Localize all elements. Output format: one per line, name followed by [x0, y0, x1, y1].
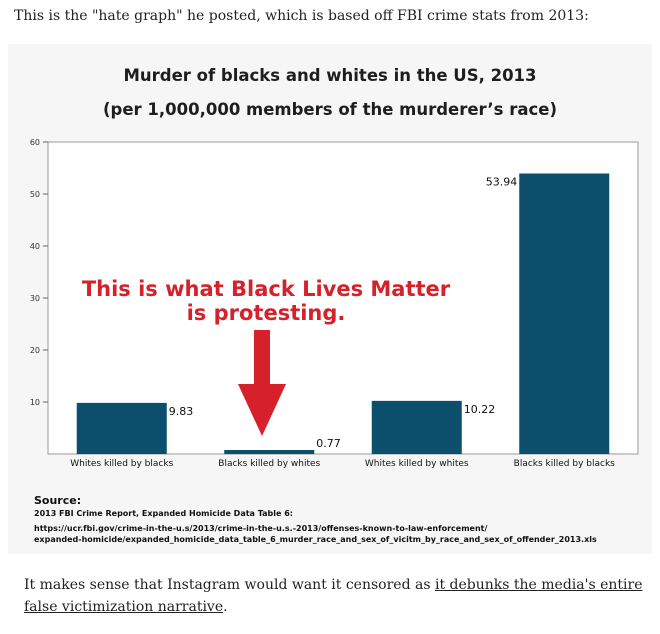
data-label: 0.77 — [316, 437, 341, 450]
annotation-text: This is what Black Lives Matter — [82, 277, 451, 301]
y-tick-label: 10 — [30, 398, 40, 407]
outro-text-end: . — [223, 599, 228, 615]
outro-text-start: It makes sense that Instagram would want… — [24, 577, 435, 593]
bar — [519, 173, 610, 454]
annotation-text: is protesting. — [187, 301, 346, 325]
y-tick-label: 30 — [30, 294, 40, 303]
arrow-head — [238, 384, 286, 436]
bar — [224, 449, 315, 454]
source-url-line2: expanded-homicide/expanded_homicide_data… — [34, 535, 597, 544]
data-label: 10.22 — [464, 403, 496, 416]
data-label: 9.83 — [169, 405, 194, 418]
chart-title: Murder of blacks and whites in the US, 2… — [123, 66, 537, 85]
source-citation: 2013 FBI Crime Report, Expanded Homicide… — [34, 509, 293, 518]
intro-text: This is the "hate graph" he posted, whic… — [14, 8, 589, 24]
category-label: Blacks killed by blacks — [514, 459, 616, 469]
source-label: Source: — [34, 494, 82, 507]
source-url-line1: https://ucr.fbi.gov/crime-in-the-u.s/201… — [34, 524, 488, 533]
bar — [76, 402, 167, 454]
chart-subtitle: (per 1,000,000 members of the murderer’s… — [102, 100, 558, 119]
y-tick-label: 60 — [30, 138, 40, 147]
category-label: Whites killed by whites — [365, 459, 469, 469]
data-label: 53.94 — [486, 176, 518, 189]
category-label: Whites killed by blacks — [70, 459, 173, 469]
category-label: Blacks killed by whites — [218, 459, 320, 469]
bar — [371, 400, 462, 454]
y-tick-label: 50 — [30, 190, 40, 199]
y-tick-label: 20 — [30, 346, 40, 355]
outro-text: It makes sense that Instagram would want… — [24, 574, 648, 618]
y-tick-label: 40 — [30, 242, 40, 251]
chart-figure: Murder of blacks and whites in the US, 2… — [8, 44, 652, 554]
arrow-shaft — [254, 330, 270, 384]
debunk-link[interactable]: it debunks the media's entire false vict… — [24, 577, 643, 615]
bar-chart: 60 50 40 30 20 10 9.83 Whites killed by blacks 0… — [30, 138, 639, 469]
